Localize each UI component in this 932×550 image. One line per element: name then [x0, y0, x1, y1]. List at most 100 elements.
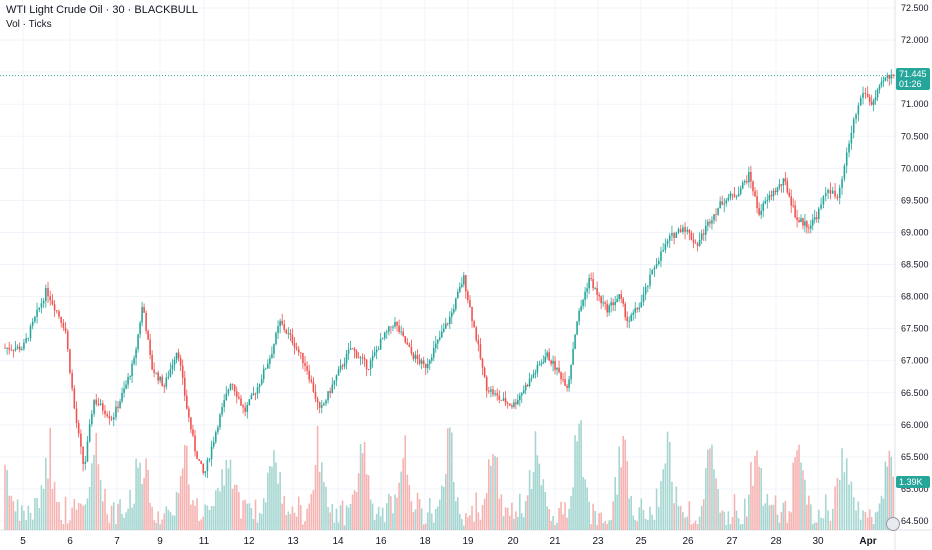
candle-body — [808, 227, 810, 229]
volume-bar — [238, 491, 240, 530]
volume-bar — [876, 511, 879, 530]
candle-body — [159, 376, 161, 381]
volume-bar — [221, 469, 223, 530]
candle-body — [31, 321, 34, 326]
candle-body — [434, 343, 437, 349]
volume-bar — [684, 517, 686, 530]
volume-bar — [798, 444, 800, 530]
candle-body — [671, 233, 673, 236]
candle-body — [622, 298, 624, 304]
candle-body — [668, 235, 671, 241]
candle-body — [212, 441, 215, 447]
volume-bar — [496, 457, 499, 530]
volume-bar — [558, 508, 560, 530]
volume-bar — [882, 498, 885, 530]
volume-bar — [379, 516, 382, 530]
volume-bar — [383, 522, 386, 530]
candle-body — [624, 303, 627, 318]
tradingview-logo-icon[interactable] — [886, 517, 900, 531]
volume-bar — [614, 477, 616, 530]
volume-bar — [640, 498, 643, 530]
volume-bar — [289, 514, 292, 530]
volume-bar — [457, 497, 459, 530]
candle-body — [876, 89, 879, 98]
volume-bar — [23, 510, 25, 530]
candle-body — [520, 393, 523, 396]
volume-bar — [511, 502, 513, 530]
volume-bar — [864, 511, 867, 530]
volume-bar — [306, 508, 308, 530]
candle-body — [149, 339, 151, 355]
volume-bar — [841, 448, 843, 530]
volume-bar — [536, 455, 539, 530]
x-tick-label: 6 — [67, 536, 73, 547]
candle-body — [746, 181, 748, 183]
volume-bar — [692, 523, 695, 530]
candle-body — [73, 388, 76, 409]
volume-bar — [359, 444, 362, 530]
volume-bar — [890, 456, 893, 530]
x-tick-label: 14 — [332, 536, 344, 547]
candle-body — [612, 302, 614, 306]
volume-bar — [227, 468, 230, 530]
candle-body — [872, 100, 875, 105]
candle-body — [20, 349, 23, 350]
volume-bar — [520, 513, 523, 530]
y-tick-label: 72.500 — [901, 3, 929, 13]
candle-body — [620, 294, 622, 299]
volume-bar — [18, 520, 21, 530]
candle-body — [649, 274, 651, 286]
candle-body — [281, 320, 283, 325]
volume-bar — [97, 464, 100, 530]
volume-bar — [522, 517, 525, 530]
candle-body — [756, 196, 758, 209]
candle-body — [227, 389, 230, 394]
volume-bar — [62, 523, 65, 530]
volume-bar — [855, 510, 857, 530]
volume-bar — [418, 499, 421, 530]
candle-body — [91, 413, 93, 425]
volume-bar — [455, 501, 457, 530]
x-tick-label: 21 — [549, 536, 561, 547]
candle-body — [225, 393, 228, 401]
volume-bar — [671, 481, 673, 530]
candle-body — [790, 196, 793, 206]
candle-body — [273, 344, 275, 354]
candle-body — [106, 414, 108, 417]
candle-body — [16, 346, 19, 349]
volume-bar — [133, 503, 135, 530]
symbol-title[interactable]: WTI Light Crude Oil · 30 · BLACKBULL — [6, 4, 198, 16]
candle-body — [121, 392, 123, 402]
volume-bar — [143, 477, 145, 530]
candle-body — [161, 376, 163, 386]
volume-bar — [10, 495, 13, 530]
y-tick-label: 68.000 — [901, 292, 929, 302]
candle-body — [420, 360, 423, 364]
candle-body — [119, 401, 121, 408]
candle-body — [131, 363, 133, 377]
volume-bar — [60, 519, 62, 530]
candle-body — [713, 214, 715, 221]
candle-body — [66, 331, 69, 350]
candle-body — [260, 379, 263, 385]
candle-body — [463, 275, 465, 285]
candle-body — [696, 243, 699, 246]
volume-bar — [271, 466, 273, 530]
volume-bar — [548, 509, 550, 530]
volume-bar — [444, 473, 447, 530]
candle-body — [177, 352, 180, 359]
volume-bar — [610, 519, 612, 530]
volume-bar — [804, 479, 806, 530]
volume-bar — [566, 517, 568, 530]
volume-indicator-label[interactable]: Vol · Ticks — [6, 19, 52, 30]
volume-bar — [110, 505, 113, 530]
candle-body — [820, 204, 822, 209]
volume-bar — [339, 505, 342, 530]
volume-bar — [540, 485, 543, 530]
candle-body — [694, 242, 697, 244]
volume-bar — [194, 505, 196, 530]
candle-body — [700, 233, 703, 240]
volume-bar — [388, 493, 390, 530]
volume-bar — [55, 501, 58, 530]
